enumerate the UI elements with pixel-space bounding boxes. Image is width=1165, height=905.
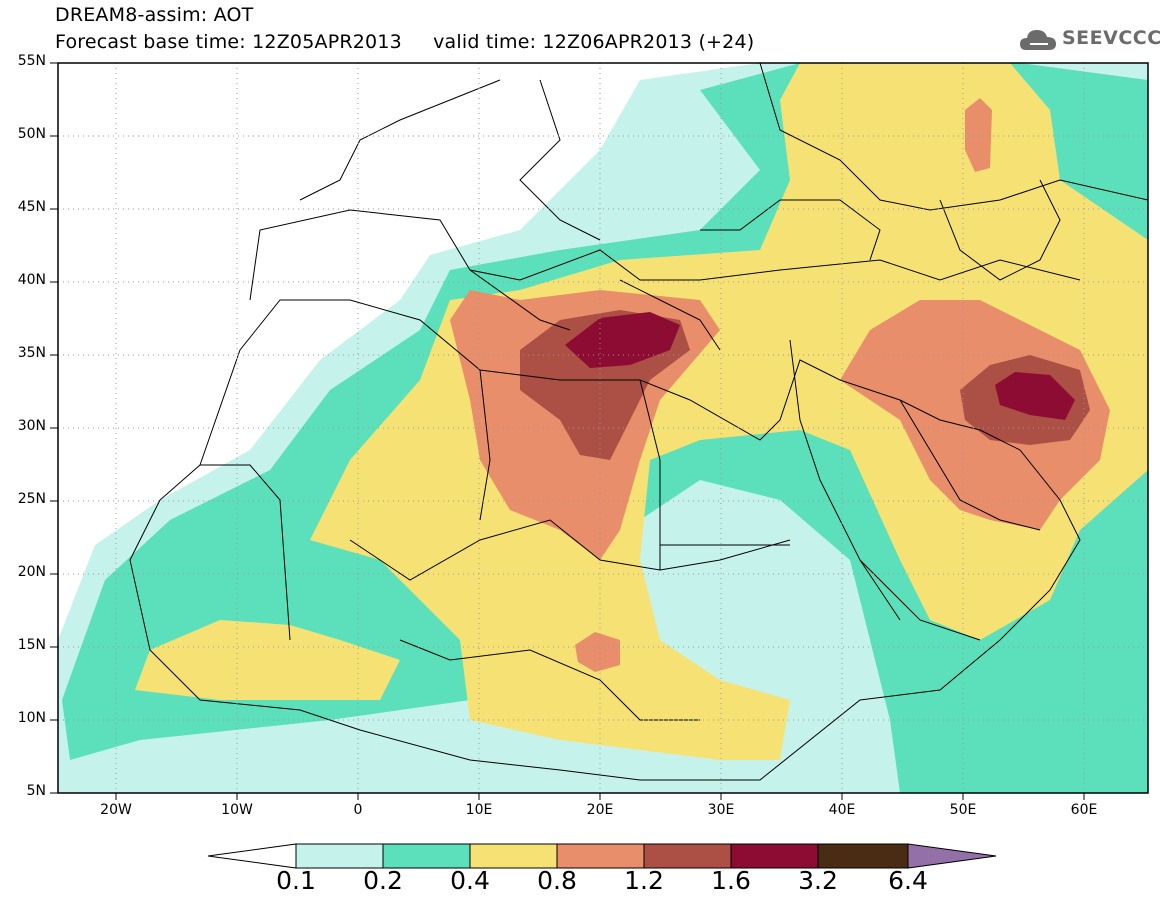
lon-label: 0 — [353, 802, 363, 818]
colorbar-label: 6.4 — [888, 866, 928, 895]
colorbar-label: 0.1 — [276, 866, 316, 895]
aot-contour-1.6 — [565, 312, 680, 368]
colorbar-label: 0.4 — [450, 866, 490, 895]
lat-label: 55N — [17, 53, 46, 69]
colorbar-label: 0.2 — [363, 866, 403, 895]
graticule — [58, 63, 1148, 793]
lon-label: 10W — [221, 802, 253, 818]
colorbar-label: 1.2 — [624, 866, 664, 895]
lat-label: 50N — [17, 126, 46, 142]
aot-contour-1.6-east — [995, 372, 1075, 420]
lat-label: 40N — [17, 272, 46, 288]
lat-label: 10N — [17, 710, 46, 726]
lon-label: 10E — [465, 802, 493, 818]
lon-label: 50E — [949, 802, 977, 818]
lat-label: 15N — [17, 637, 46, 653]
colorbar-label: 0.8 — [537, 866, 577, 895]
coastlines — [129, 63, 1148, 781]
aot-contour-0.8-s — [575, 632, 620, 672]
logo-text: SEEVCCC — [1062, 27, 1162, 49]
map-title: DREAM8-assim: AOT — [55, 4, 254, 26]
lat-label: 30N — [17, 418, 46, 434]
forecast-time-info: Forecast base time: 12Z05APR2013 valid t… — [55, 31, 755, 53]
aot-contour-0.4-west — [135, 620, 400, 700]
axis-ticks — [50, 62, 1085, 800]
colorbar-label: 1.6 — [711, 866, 751, 895]
lat-label: 5N — [26, 783, 46, 799]
cloud-logo-icon — [1020, 30, 1056, 50]
lat-label: 25N — [17, 491, 46, 507]
lon-label: 60E — [1070, 802, 1098, 818]
aot-contour-0.8-n — [965, 98, 992, 172]
lon-label: 40E — [828, 802, 856, 818]
lon-label: 20E — [586, 802, 614, 818]
lat-label: 35N — [17, 345, 46, 361]
lon-label: 20W — [100, 802, 132, 818]
aot-contour-0.4 — [310, 63, 1148, 760]
dust-field — [58, 63, 1148, 793]
lon-label: 30E — [707, 802, 735, 818]
lat-label: 20N — [17, 564, 46, 580]
lat-label: 45N — [17, 199, 46, 215]
colorbar-label: 3.2 — [798, 866, 838, 895]
